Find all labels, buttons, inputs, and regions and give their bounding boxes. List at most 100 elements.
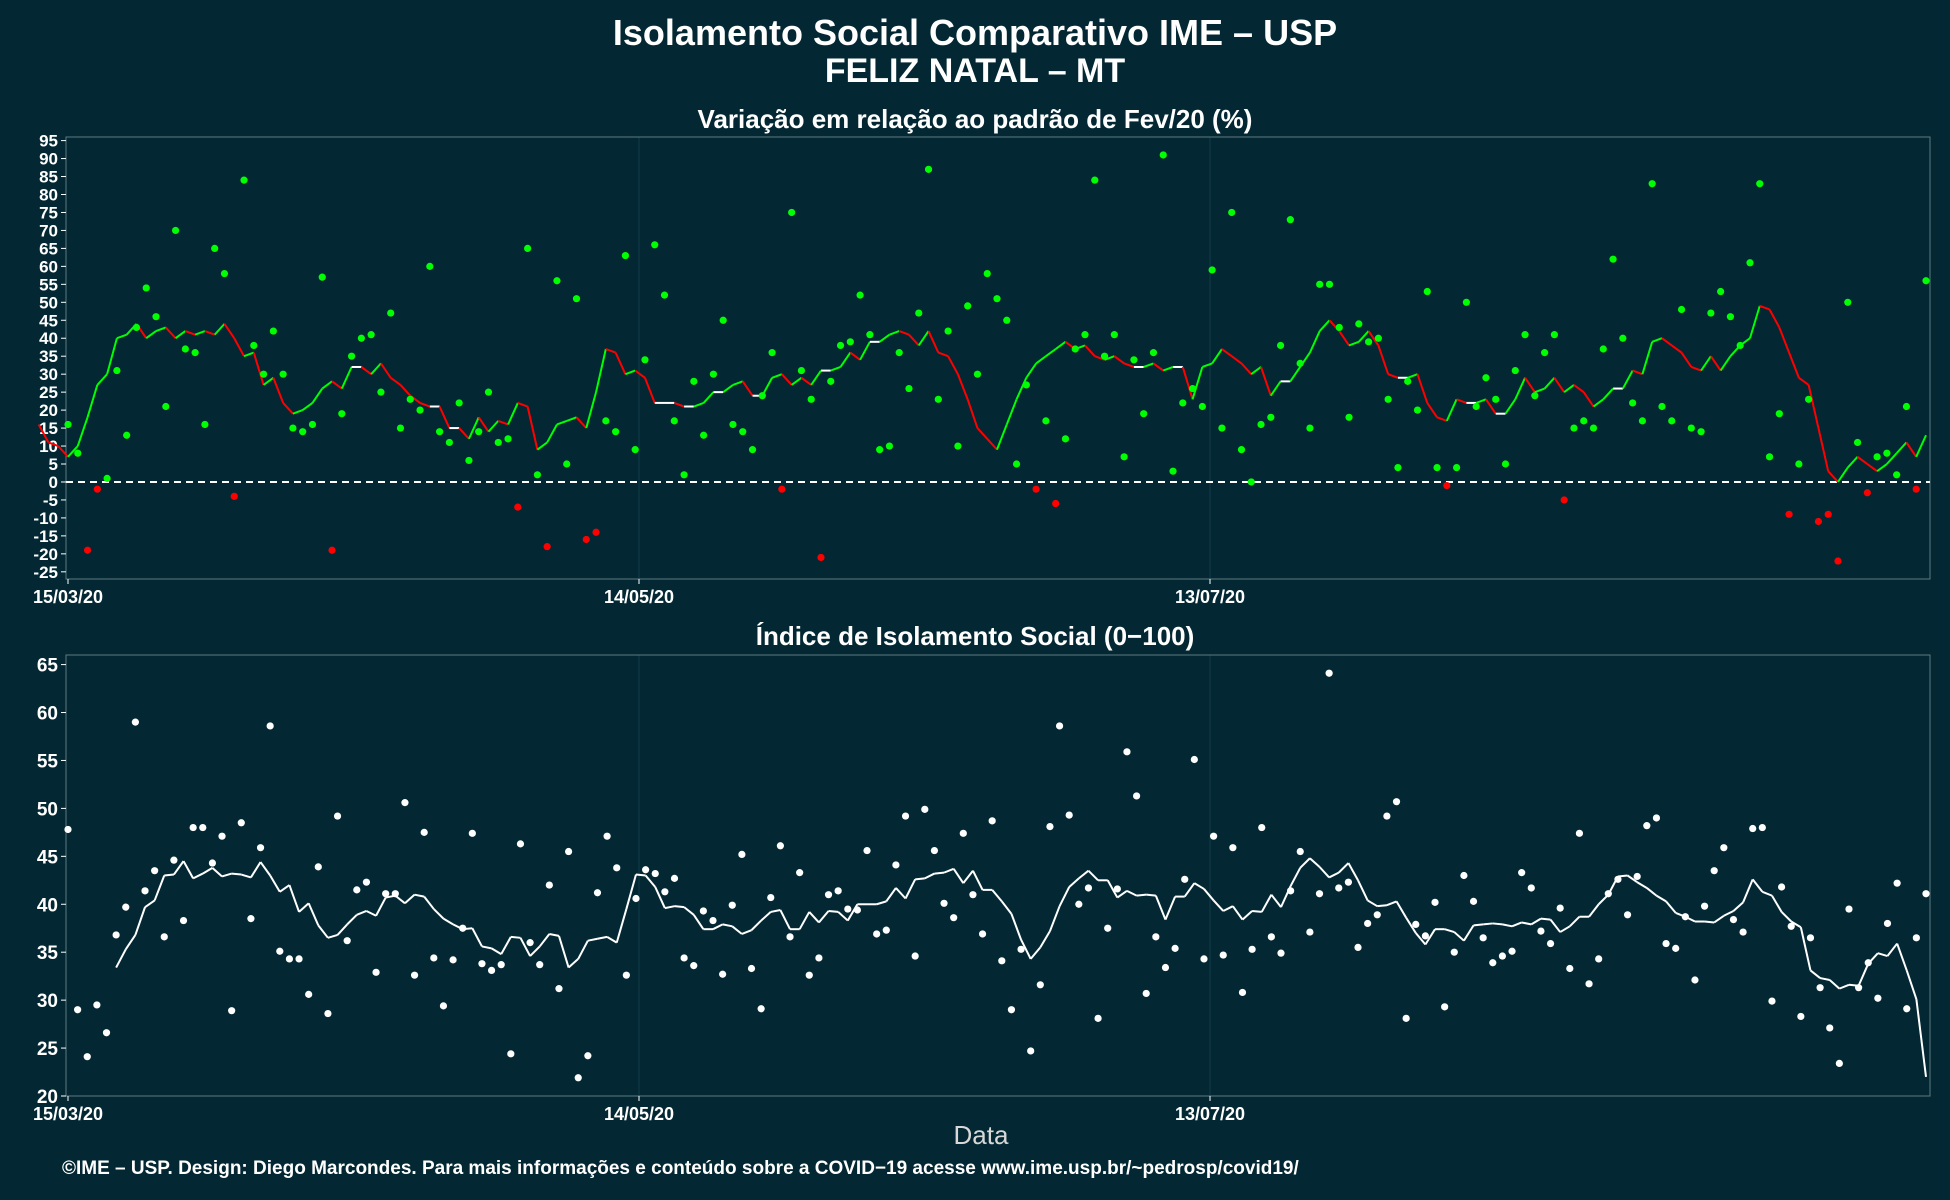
variation-avg-line-segment xyxy=(1123,362,1135,368)
index-data-point xyxy=(478,960,486,968)
variation-data-point xyxy=(269,327,277,335)
variation-avg-line-segment xyxy=(1915,434,1927,458)
index-avg-line-segment xyxy=(124,934,137,950)
index-avg-line-segment xyxy=(1357,879,1369,901)
variation-avg-line-segment xyxy=(810,370,822,386)
index-data-point xyxy=(1046,823,1054,831)
index-avg-line-segment xyxy=(1010,913,1023,941)
index-data-point xyxy=(401,799,409,807)
variation-data-point xyxy=(572,295,581,303)
index-data-point xyxy=(632,894,640,903)
variation-avg-line-segment xyxy=(1309,330,1321,354)
variation-data-point xyxy=(905,384,913,393)
index-data-point xyxy=(815,954,823,962)
index-avg-line-segment xyxy=(1232,905,1244,921)
variation-data-point xyxy=(1022,381,1030,389)
variation-avg-line-segment xyxy=(1817,427,1830,472)
index-avg-line-segment xyxy=(442,917,454,926)
index-data-point xyxy=(324,1009,332,1018)
variation-avg-line-segment xyxy=(1475,398,1487,404)
index-avg-line-segment xyxy=(895,887,907,900)
variation-avg-line-segment xyxy=(1543,377,1556,390)
variation-avg-line-segment xyxy=(898,330,910,336)
index-avg-line-segment xyxy=(211,867,223,878)
variation-avg-line-segment xyxy=(302,402,314,411)
index-avg-line-segment xyxy=(365,910,377,917)
variation-avg-line-segment xyxy=(1377,345,1390,375)
index-avg-line-segment xyxy=(1039,930,1051,948)
variation-data-point xyxy=(1922,277,1930,285)
index-avg-line-segment xyxy=(587,937,598,942)
index-avg-line-segment xyxy=(182,860,195,879)
variation-avg-line-segment xyxy=(830,366,841,372)
index-data-point xyxy=(603,832,611,840)
variation-data-point xyxy=(915,309,923,317)
variation-avg-line-segment xyxy=(927,330,940,354)
index-data-point xyxy=(141,887,149,895)
index-data-point xyxy=(536,961,544,969)
variation-data-point xyxy=(876,446,884,454)
index-avg-line-segment xyxy=(615,908,628,943)
variation-data-point xyxy=(162,402,170,411)
variation-ytick-label: 20 xyxy=(39,401,58,420)
variation-avg-line-segment xyxy=(849,351,861,361)
index-avg-line-segment xyxy=(722,923,733,928)
index-data-point xyxy=(757,1005,765,1013)
index-data-point xyxy=(719,970,727,978)
index-data-point xyxy=(102,1029,111,1037)
index-xtick-label: 13/07/20 xyxy=(1175,1104,1245,1124)
x-axis-label: Data xyxy=(953,1120,1009,1150)
index-ytick-label: 65 xyxy=(37,656,59,677)
variation-data-point xyxy=(660,291,669,299)
variation-data-point xyxy=(680,471,688,479)
variation-data-point xyxy=(1404,377,1412,385)
variation-data-point xyxy=(1081,331,1089,339)
variation-avg-line-segment xyxy=(468,416,480,440)
index-data-point xyxy=(1527,884,1535,892)
index-data-point xyxy=(940,899,948,907)
index-avg-line-segment xyxy=(423,895,435,910)
index-data-point xyxy=(1296,847,1304,856)
variation-data-point xyxy=(846,338,854,346)
index-data-point xyxy=(131,718,139,726)
index-avg-line-segment xyxy=(481,945,492,950)
variation-avg-line-segment xyxy=(1485,398,1497,415)
variation-avg-line-segment xyxy=(1671,344,1683,354)
index-data-point xyxy=(382,890,390,898)
variation-data-point xyxy=(132,323,141,332)
index-avg-line-segment xyxy=(558,935,570,968)
index-avg-line-segment xyxy=(1521,921,1532,926)
index-data-point xyxy=(709,916,717,925)
variation-avg-line-segment xyxy=(634,369,646,379)
variation-data-point xyxy=(1844,298,1852,306)
variation-avg-line-segment xyxy=(644,377,656,404)
index-data-point xyxy=(699,907,707,915)
index-data-point xyxy=(1104,924,1112,932)
variation-data-point xyxy=(1609,255,1617,263)
variation-data-point xyxy=(553,277,561,285)
index-data-point xyxy=(1421,932,1429,940)
variation-data-point xyxy=(1531,392,1539,400)
variation-data-point xyxy=(1032,485,1040,493)
index-data-point xyxy=(767,893,775,902)
variation-avg-line-segment xyxy=(1269,380,1282,397)
index-data-point xyxy=(882,926,890,934)
variation-avg-line-segment xyxy=(702,391,715,404)
index-data-point xyxy=(1335,884,1343,892)
variation-avg-line-segment xyxy=(1445,398,1458,422)
index-avg-line-segment xyxy=(1164,896,1177,920)
index-xtick-label: 15/03/20 xyxy=(33,1104,103,1124)
index-data-point xyxy=(189,823,197,832)
variation-ytick-label: 30 xyxy=(39,365,58,384)
index-data-point xyxy=(497,961,505,969)
index-data-point xyxy=(228,1007,236,1015)
index-avg-line-segment xyxy=(731,925,743,935)
index-data-point xyxy=(1518,869,1526,877)
variation-data-point xyxy=(1541,349,1549,357)
index-avg-line-segment xyxy=(885,887,897,902)
index-data-point xyxy=(1036,981,1044,989)
variation-avg-line-segment xyxy=(1289,366,1301,382)
variation-avg-line-segment xyxy=(1005,398,1018,425)
variation-data-point xyxy=(1707,309,1715,317)
index-avg-line-segment xyxy=(1252,909,1262,913)
